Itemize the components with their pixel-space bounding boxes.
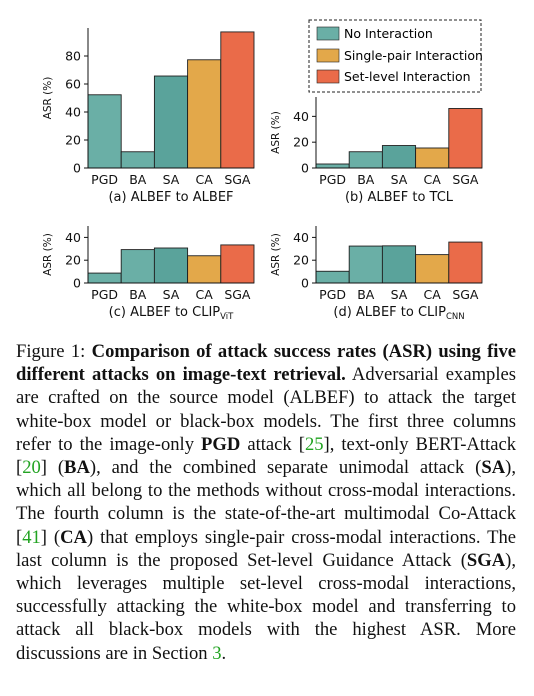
x-tick-label-ca: CA — [196, 172, 214, 187]
legend-label-single-pair: Single-pair Interaction — [344, 48, 483, 63]
caption-text: Adversarial examples are crafted on the … — [16, 364, 516, 455]
bar-sa — [381, 245, 417, 284]
x-tick-label-ba: BA — [129, 172, 147, 187]
y-axis-label: ASR (%) — [42, 233, 54, 276]
x-tick-label-sga: SGA — [224, 172, 251, 187]
caption-text: ), and the combined separate unimodal at… — [89, 457, 482, 479]
caption-term-sga: SGA — [466, 549, 506, 571]
x-tick-label-sga: SGA — [452, 172, 479, 187]
caption-term-ca: CA — [60, 526, 87, 548]
x-tick-label-ba: BA — [357, 172, 375, 187]
legend-swatch-no-interaction — [316, 26, 340, 41]
y-tick-label: 40 — [293, 109, 309, 124]
chart-panel-2: 0 20 40 PGD BA SA CA SGA ASR (%) (c) ALBEF to CLI… — [42, 226, 255, 322]
y-axis-label: ASR (%) — [270, 233, 282, 276]
x-tick-label-sa: SA — [391, 172, 408, 187]
bar-ba — [120, 249, 155, 284]
bar-ba — [348, 151, 383, 169]
bar-pgd — [87, 272, 122, 284]
caption-text: ] ( — [40, 526, 61, 548]
y-tick-label: 60 — [65, 77, 81, 92]
chart-panel-0: 0 20 40 60 80 PGD BA SA CA SGA ASR (%) (a) ALBEF to… — [42, 28, 255, 205]
y-tick-label: 40 — [293, 230, 309, 245]
x-tick-label-sa: SA — [163, 172, 180, 187]
bar-sa — [381, 145, 417, 169]
caption-text: ), which leverages multiple set-level cr… — [16, 549, 516, 664]
panel-title-subscript: CNN — [446, 312, 465, 322]
x-tick-label-sa: SA — [391, 287, 408, 302]
y-tick-label: 0 — [73, 276, 81, 291]
legend: No Interaction Single-pair Interaction S… — [308, 19, 483, 93]
bar-pgd — [315, 163, 350, 169]
bar-sa — [153, 75, 189, 169]
bar-ba — [120, 151, 155, 169]
caption-text: ) that employs single-pair cross-modal i… — [16, 526, 516, 571]
caption-text: ), which all belong to the methods witho… — [16, 457, 516, 548]
y-tick-label: 20 — [65, 133, 81, 148]
bar-sga — [220, 31, 255, 169]
citation-link-20[interactable]: 20 — [22, 457, 41, 479]
bar-ca — [415, 147, 450, 169]
caption-text: . — [221, 642, 227, 664]
bar-ca — [187, 255, 222, 284]
x-tick-label-pgd: PGD — [91, 287, 118, 302]
caption-text: ], text-only BERT-Attack [ — [16, 433, 516, 479]
caption-label: Figure 1: — [16, 341, 92, 362]
x-tick-label-ca: CA — [424, 172, 442, 187]
x-tick-label-pgd: PGD — [91, 172, 118, 187]
x-tick-label-ba: BA — [357, 287, 375, 302]
y-tick-label: 40 — [65, 105, 81, 120]
x-tick-label-ca: CA — [196, 287, 214, 302]
y-tick-label: 0 — [301, 161, 309, 176]
caption-text: ] ( — [40, 457, 65, 479]
panel-title-subscript: ViT — [220, 312, 234, 322]
figure-caption: Figure 1: Comparison of attack success r… — [16, 340, 516, 665]
bar-ca — [415, 254, 450, 284]
x-tick-label-sga: SGA — [452, 287, 479, 302]
y-axis-label: ASR (%) — [42, 77, 54, 120]
legend-swatch-single-pair — [316, 48, 340, 63]
legend-swatch-set-level — [316, 69, 340, 84]
citation-link-25[interactable]: 25 — [304, 433, 324, 455]
legend-label-set-level: Set-level Interaction — [344, 69, 471, 84]
bar-sa — [153, 247, 189, 284]
y-tick-label: 20 — [65, 253, 81, 268]
figure-1: No Interaction Single-pair Interaction S… — [42, 19, 483, 322]
x-tick-label-sa: SA — [163, 287, 180, 302]
x-tick-label-pgd: PGD — [319, 287, 346, 302]
legend-label-no-interaction: No Interaction — [344, 26, 433, 41]
y-axis-label: ASR (%) — [270, 111, 282, 154]
section-link-3[interactable]: 3 — [212, 642, 222, 664]
caption-term-ba: BA — [64, 457, 90, 479]
x-tick-label-pgd: PGD — [319, 172, 346, 187]
x-tick-label-ca: CA — [424, 287, 442, 302]
y-tick-label: 0 — [301, 276, 309, 291]
chart-panel-3: 0 20 40 PGD BA SA CA SGA ASR (%) (d) ALBEF to CLI… — [270, 226, 483, 322]
y-tick-label: 0 — [73, 161, 81, 176]
y-tick-label: 20 — [293, 135, 309, 150]
x-tick-label-ba: BA — [129, 287, 147, 302]
bar-sga — [448, 108, 483, 169]
bar-sga — [220, 244, 255, 284]
panel-title: (d) ALBEF to CLIPCNN — [333, 305, 464, 322]
citation-link-41[interactable]: 41 — [22, 526, 41, 548]
caption-text: attack [ — [240, 433, 305, 455]
y-tick-label: 80 — [65, 49, 81, 64]
chart-panel-1: 0 20 40 PGD BA SA CA SGA ASR (%) (b) ALBEF to TCL — [270, 97, 483, 205]
bar-ba — [348, 245, 383, 284]
bar-pgd — [87, 94, 122, 169]
y-tick-label: 40 — [65, 230, 81, 245]
legend-frame — [308, 19, 482, 93]
panel-title: (b) ALBEF to TCL — [345, 190, 454, 205]
x-tick-label-sga: SGA — [224, 287, 251, 302]
panel-title: (a) ALBEF to ALBEF — [108, 190, 233, 205]
bar-pgd — [315, 270, 350, 284]
bar-ca — [187, 59, 222, 169]
y-tick-label: 20 — [293, 253, 309, 268]
caption-term-pgd: PGD — [201, 433, 241, 455]
bar-sga — [448, 241, 483, 284]
caption-term-sa: SA — [481, 457, 506, 479]
panel-title: (c) ALBEF to CLIPViT — [109, 305, 234, 322]
caption-bold-title: Comparison of attack success rates (ASR)… — [16, 341, 516, 386]
